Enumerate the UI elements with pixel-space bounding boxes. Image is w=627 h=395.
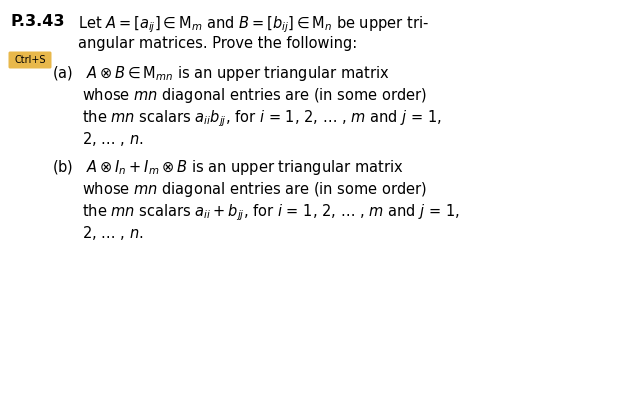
Text: P.3.43: P.3.43 xyxy=(10,14,65,29)
Text: (b)   $A \otimes I_n + I_m \otimes B$ is an upper triangular matrix: (b) $A \otimes I_n + I_m \otimes B$ is a… xyxy=(52,158,403,177)
Text: whose $mn$ diagonal entries are (in some order): whose $mn$ diagonal entries are (in some… xyxy=(82,180,427,199)
FancyBboxPatch shape xyxy=(9,51,51,68)
Text: the $mn$ scalars $a_{ii}b_{jj}$, for $i$ = 1, 2, $\ldots$ , $m$ and $j$ = 1,: the $mn$ scalars $a_{ii}b_{jj}$, for $i$… xyxy=(82,108,442,129)
Text: the $mn$ scalars $a_{ii} + b_{jj}$, for $i$ = 1, 2, $\ldots$ , $m$ and $j$ = 1,: the $mn$ scalars $a_{ii} + b_{jj}$, for … xyxy=(82,202,460,223)
Text: 2, $\ldots$ , $n$.: 2, $\ldots$ , $n$. xyxy=(82,130,144,148)
Text: whose $mn$ diagonal entries are (in some order): whose $mn$ diagonal entries are (in some… xyxy=(82,86,427,105)
Text: (a)   $A \otimes B \in \mathrm{M}_{mn}$ is an upper triangular matrix: (a) $A \otimes B \in \mathrm{M}_{mn}$ is… xyxy=(52,64,389,83)
Text: Let $A = [a_{ij}] \in \mathrm{M}_m$ and $B = [b_{ij}] \in \mathrm{M}_n$ be upper: Let $A = [a_{ij}] \in \mathrm{M}_m$ and … xyxy=(78,14,429,35)
Text: Ctrl+S: Ctrl+S xyxy=(14,55,46,65)
Text: 2, $\ldots$ , $n$.: 2, $\ldots$ , $n$. xyxy=(82,224,144,242)
Text: angular matrices. Prove the following:: angular matrices. Prove the following: xyxy=(78,36,357,51)
